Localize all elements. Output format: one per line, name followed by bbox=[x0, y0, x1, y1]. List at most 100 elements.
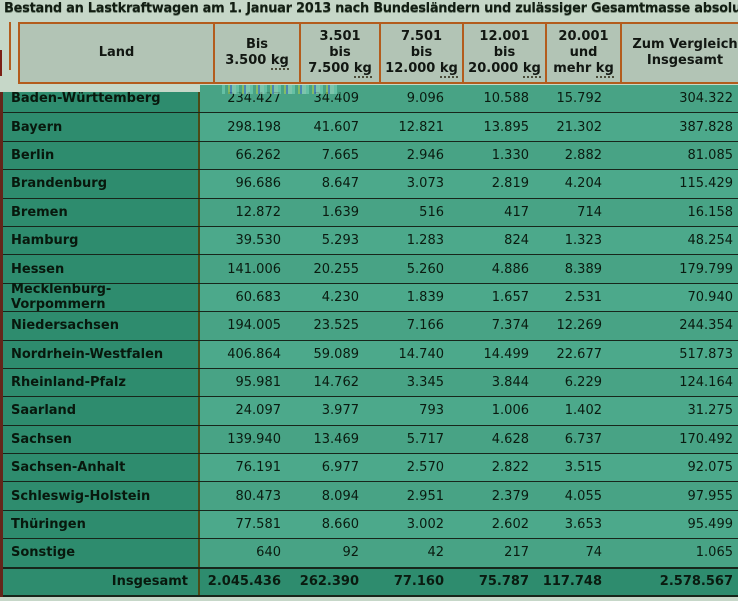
header-line: bis bbox=[329, 45, 351, 60]
header-cell-bis-3500: Bis 3.500 kg bbox=[213, 22, 301, 84]
value-cell: 20.255 bbox=[288, 255, 366, 283]
header-line: 20.000 kg bbox=[468, 61, 541, 78]
kg-abbreviation-tooltip[interactable]: kg bbox=[270, 53, 289, 70]
value-cell: 2.819 bbox=[451, 170, 536, 198]
value-cell: 6.737 bbox=[536, 425, 609, 454]
header-line: und bbox=[569, 45, 598, 60]
value-cell: 5.293 bbox=[288, 226, 366, 255]
header-cell-7501-12000: 7.501 bis 12.000 kg bbox=[379, 22, 464, 84]
value-cell: 8.389 bbox=[536, 255, 609, 283]
value-cell: 170.492 bbox=[609, 425, 738, 454]
header-line: 3.500 kg bbox=[225, 53, 289, 70]
kg-abbreviation-tooltip[interactable]: kg bbox=[595, 61, 614, 78]
header-line-text: mehr bbox=[553, 61, 596, 76]
value-cell: 3.515 bbox=[536, 454, 609, 482]
row-label: Berlin bbox=[3, 141, 200, 170]
header-line: 12.000 kg bbox=[385, 61, 458, 78]
table-header: Land Bis 3.500 kg 3.501 bis 7.500 kg 7.501 bis 1… bbox=[18, 22, 738, 84]
value-cell: 16.158 bbox=[609, 198, 738, 226]
footer-value-cell: 77.160 bbox=[393, 574, 444, 590]
header-line: Land bbox=[98, 45, 135, 60]
value-cell: 417 bbox=[451, 198, 536, 226]
kg-abbreviation-tooltip[interactable]: kg bbox=[353, 61, 372, 78]
value-cell: 517.873 bbox=[609, 340, 738, 368]
row-label: Sonstige bbox=[3, 539, 200, 567]
value-cell: 48.254 bbox=[609, 226, 738, 255]
value-cell: 2.822 bbox=[451, 454, 536, 482]
table-row: Bayern 298.198 41.607 12.821 13.895 21.302 387… bbox=[3, 113, 738, 142]
value-cell: 4.055 bbox=[536, 482, 609, 510]
value-cell: 12.821 bbox=[366, 113, 451, 141]
value-cell: 4.886 bbox=[451, 255, 536, 283]
value-cell: 3.844 bbox=[451, 368, 536, 397]
row-label: Mecklenburg-Vorpommern bbox=[3, 282, 200, 312]
header-cell-3501-7500: 3.501 bis 7.500 kg bbox=[299, 22, 381, 84]
header-line: 20.001 bbox=[558, 29, 609, 44]
row-label: Bremen bbox=[3, 198, 200, 226]
value-cell: 298.198 bbox=[200, 113, 288, 141]
value-cell: 2.379 bbox=[451, 482, 536, 510]
table-row: Niedersachsen 194.005 23.525 7.166 7.374 12.2… bbox=[3, 312, 738, 341]
footer-value-cell: 117.748 bbox=[542, 574, 602, 590]
data-table: Baden-Württemberg 234.427 34.409 9.096 10.58… bbox=[0, 85, 738, 597]
value-cell: 1.283 bbox=[366, 226, 451, 255]
value-cell: 22.677 bbox=[536, 340, 609, 368]
table-row: Sachsen-Anhalt 76.191 6.977 2.570 2.822 3.515… bbox=[3, 454, 738, 483]
value-cell: 70.940 bbox=[609, 283, 738, 312]
header-line: bis bbox=[410, 45, 433, 60]
header-line-text: 7.500 bbox=[308, 61, 354, 76]
table-row: Sonstige 640 92 42 217 74 1.065 bbox=[3, 539, 738, 568]
kg-abbreviation-tooltip[interactable]: kg bbox=[522, 61, 541, 78]
header-line: 3.501 bbox=[319, 29, 361, 44]
value-cell: 1.065 bbox=[609, 539, 738, 567]
value-cell: 1.006 bbox=[451, 397, 536, 425]
footer-value-cell: 75.787 bbox=[478, 574, 529, 590]
row-label: Thüringen bbox=[3, 510, 200, 539]
value-cell: 12.872 bbox=[200, 198, 288, 226]
value-cell: 5.260 bbox=[366, 255, 451, 283]
header-line: Zum Vergleich bbox=[632, 37, 738, 52]
header-line: 12.001 bbox=[479, 29, 530, 44]
value-cell: 92 bbox=[288, 539, 366, 567]
table-row: Brandenburg 96.686 8.647 3.073 2.819 4.204 115… bbox=[3, 170, 738, 199]
value-cell: 14.499 bbox=[451, 340, 536, 368]
value-cell: 824 bbox=[451, 226, 536, 255]
value-cell: 9.096 bbox=[366, 85, 451, 113]
header-line: Bis bbox=[245, 37, 269, 52]
value-cell: 24.097 bbox=[200, 397, 288, 425]
value-cell: 1.402 bbox=[536, 397, 609, 425]
value-cell: 304.322 bbox=[609, 85, 738, 113]
value-cell: 42 bbox=[366, 539, 451, 567]
value-cell: 217 bbox=[451, 539, 536, 567]
stray-border-artifact bbox=[0, 50, 2, 76]
value-cell: 6.977 bbox=[288, 454, 366, 482]
value-cell: 5.717 bbox=[366, 425, 451, 454]
value-cell: 12.269 bbox=[536, 312, 609, 340]
page-title: Bestand an Lastkraftwagen am 1. Januar 2… bbox=[4, 1, 738, 16]
kg-abbreviation-tooltip[interactable]: kg bbox=[439, 61, 458, 78]
row-label: Sachsen-Anhalt bbox=[3, 454, 200, 482]
row-label: Hamburg bbox=[3, 226, 200, 255]
value-cell: 97.955 bbox=[609, 482, 738, 510]
value-cell: 7.374 bbox=[451, 312, 536, 340]
row-label: Saarland bbox=[3, 397, 200, 425]
value-cell: 406.864 bbox=[200, 340, 288, 368]
table-row: Mecklenburg-Vorpommern 60.683 4.230 1.839 1.… bbox=[3, 282, 738, 312]
header-line: 7.500 kg bbox=[308, 61, 372, 78]
value-cell: 640 bbox=[200, 539, 288, 567]
value-cell: 95.499 bbox=[609, 510, 738, 539]
value-cell: 31.275 bbox=[609, 397, 738, 425]
header-cell-12001-20000: 12.001 bis 20.000 kg bbox=[462, 22, 547, 84]
value-cell: 139.940 bbox=[200, 425, 288, 454]
render-glitch-noise bbox=[222, 85, 340, 94]
value-cell: 8.660 bbox=[288, 510, 366, 539]
table-row: Sachsen 139.940 13.469 5.717 4.628 6.737 170.4… bbox=[3, 425, 738, 455]
value-cell: 2.946 bbox=[366, 141, 451, 170]
value-cell: 124.164 bbox=[609, 368, 738, 397]
value-cell: 3.977 bbox=[288, 397, 366, 425]
row-label: Rheinland-Pfalz bbox=[3, 368, 200, 397]
value-cell: 92.075 bbox=[609, 454, 738, 482]
header-line-text: 20.000 bbox=[468, 61, 523, 76]
value-cell: 244.354 bbox=[609, 312, 738, 340]
table-row: Hamburg 39.530 5.293 1.283 824 1.323 48.254 bbox=[3, 226, 738, 256]
